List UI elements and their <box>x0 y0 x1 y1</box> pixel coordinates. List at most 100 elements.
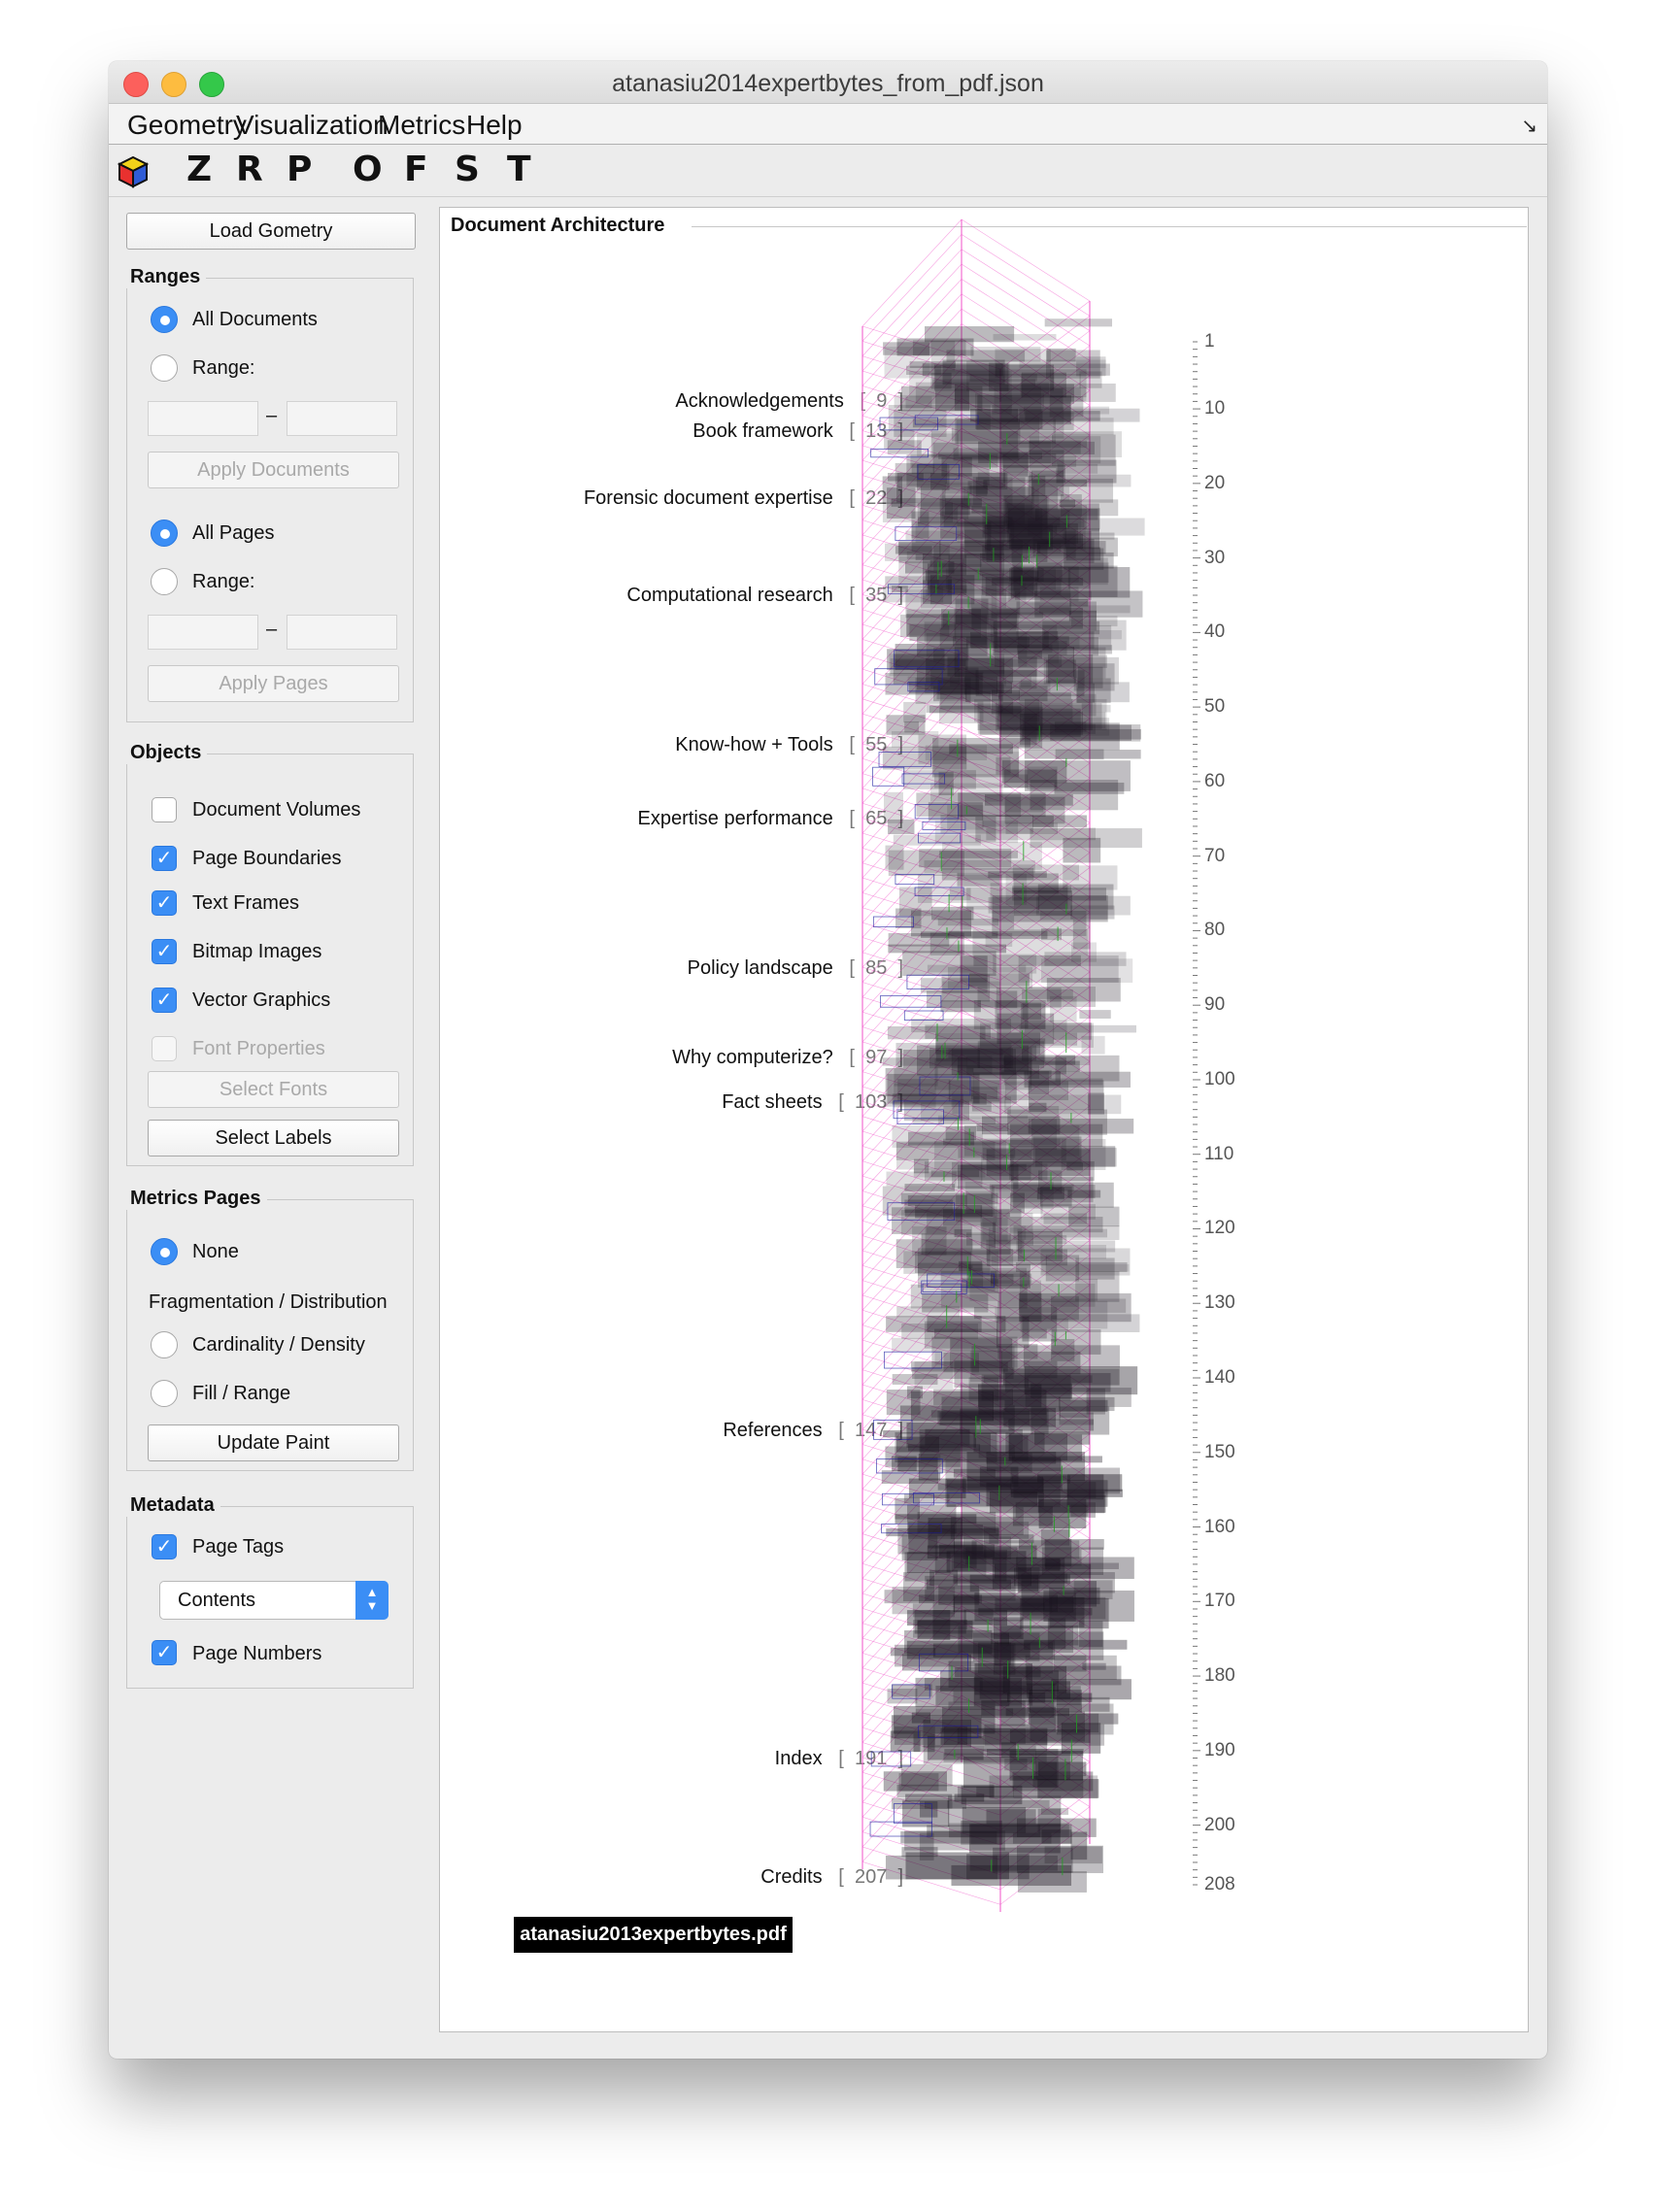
text-frame <box>888 473 924 482</box>
section-title: Forensic document expertise <box>583 487 833 510</box>
page-range-radio[interactable] <box>151 568 178 595</box>
update-paint-button[interactable]: Update Paint <box>148 1424 399 1461</box>
text-frame <box>1063 532 1115 540</box>
page-range-start-input[interactable] <box>148 615 258 650</box>
text-frame <box>996 756 1011 775</box>
text-frame <box>993 1847 1073 1873</box>
text-frame <box>901 1654 971 1671</box>
menu-geometry[interactable]: Geometry <box>127 110 247 140</box>
document-range-end-input[interactable] <box>287 401 397 436</box>
text-frame <box>932 442 1030 473</box>
ranges-group <box>126 278 414 722</box>
text-frame <box>985 576 1038 596</box>
section-title: Why computerize? <box>672 1046 833 1068</box>
text-frame <box>1023 712 1106 729</box>
text-frame <box>1010 1146 1116 1167</box>
font-properties-checkbox[interactable] <box>152 1036 177 1061</box>
toolbar-f-button[interactable]: F <box>404 150 428 189</box>
text-frame <box>990 1274 1014 1284</box>
text-frame <box>1024 1366 1138 1395</box>
select-labels-button[interactable]: Select Labels <box>148 1120 399 1156</box>
text-frame <box>905 561 955 574</box>
menu-metrics[interactable]: Metrics <box>378 110 466 140</box>
text-frame <box>1034 590 1143 618</box>
text-frame <box>1008 1419 1095 1431</box>
all-pages-radio[interactable] <box>151 519 178 547</box>
document-volumes-checkbox[interactable] <box>152 797 177 822</box>
text-frame <box>1012 864 1079 881</box>
text-frame <box>997 1300 1108 1329</box>
fill-range-radio[interactable] <box>151 1380 178 1407</box>
document-range-radio[interactable] <box>151 354 178 382</box>
document-architecture-plot[interactable] <box>109 61 1547 2059</box>
toolbar-t-button[interactable]: T <box>507 150 531 189</box>
toolbar-z-button[interactable]: Z <box>186 150 213 189</box>
text-frame <box>1037 543 1062 553</box>
toolbar-p-button[interactable]: P <box>287 150 313 189</box>
resize-arrow-icon[interactable]: ↘ <box>1521 116 1537 137</box>
menu-help[interactable]: Help <box>466 110 523 140</box>
text-frame <box>1070 905 1115 920</box>
text-frame <box>924 1678 983 1691</box>
text-frame <box>977 395 1071 425</box>
axis-tick-label: 120 <box>1204 1218 1235 1239</box>
toolbar-r-button[interactable]: R <box>236 150 263 189</box>
text-frame <box>1007 1693 1093 1702</box>
text-frame <box>919 1832 934 1860</box>
page-boundaries-checkbox[interactable]: ✓ <box>152 846 177 871</box>
metrics-none-radio[interactable] <box>151 1238 178 1265</box>
text-frame <box>906 1552 951 1573</box>
load-geometry-button[interactable]: Load Gometry <box>126 213 416 250</box>
apply-documents-button[interactable]: Apply Documents <box>148 452 399 488</box>
select-stepper-icon[interactable]: ▲ ▼ <box>355 1581 388 1620</box>
text-frame <box>1039 910 1108 921</box>
document-range-start-input[interactable] <box>148 401 258 436</box>
text-frame <box>968 602 1071 615</box>
text-frame <box>901 1324 978 1340</box>
text-frame <box>931 747 1019 778</box>
text-frame <box>1075 1278 1098 1301</box>
section-label[interactable]: Why computerize? [ 97 ] <box>672 1047 903 1069</box>
text-frame <box>1022 989 1073 999</box>
page-tags-checkbox[interactable]: ✓ <box>152 1534 177 1559</box>
toolbar-s-button[interactable]: S <box>455 150 480 189</box>
axis-tick-label: 170 <box>1204 1591 1235 1612</box>
text-frame <box>940 1727 1048 1745</box>
text-frame <box>971 1101 992 1112</box>
text-frame <box>1057 1713 1099 1733</box>
text-frame <box>964 1181 1054 1209</box>
text-frame <box>926 569 1034 596</box>
zoom-window-button[interactable] <box>199 72 224 97</box>
text-frame <box>906 454 990 486</box>
text-frame <box>993 620 1100 635</box>
text-frame <box>930 783 1003 802</box>
page-numbers-checkbox[interactable]: ✓ <box>152 1640 177 1665</box>
text-frame <box>884 1590 980 1604</box>
text-frame <box>995 1000 1029 1029</box>
text-frame <box>952 1161 983 1189</box>
toolbar-o-button[interactable]: O <box>353 150 383 189</box>
text-frame <box>904 1630 993 1655</box>
text-frame <box>1008 1163 1048 1180</box>
text-frame <box>1044 318 1113 327</box>
page-range-end-input[interactable] <box>287 615 397 650</box>
select-fonts-button[interactable]: Select Fonts <box>148 1071 399 1108</box>
all-documents-radio[interactable] <box>151 306 178 333</box>
vector-graphics-checkbox[interactable]: ✓ <box>152 988 177 1013</box>
text-frame <box>906 551 963 559</box>
cardinality-radio[interactable] <box>151 1331 178 1358</box>
section-label[interactable]: Credits [ 207 ] <box>760 1866 903 1889</box>
page-tags-select[interactable]: Contents ▲ ▼ <box>159 1581 388 1620</box>
text-frame <box>927 1735 984 1760</box>
close-window-button[interactable] <box>123 72 149 97</box>
menu-bar: Geometry Visualization Metrics Help ↘ <box>109 104 1547 145</box>
text-frame <box>1035 552 1114 569</box>
minimize-window-button[interactable] <box>161 72 186 97</box>
menu-visualization[interactable]: Visualization <box>236 110 388 140</box>
text-frame <box>955 384 1074 404</box>
bitmap-images-checkbox[interactable]: ✓ <box>152 939 177 964</box>
text-frames-checkbox[interactable]: ✓ <box>152 890 177 916</box>
cube-icon[interactable] <box>117 155 150 188</box>
text-frame <box>895 908 922 929</box>
apply-pages-button[interactable]: Apply Pages <box>148 665 399 702</box>
